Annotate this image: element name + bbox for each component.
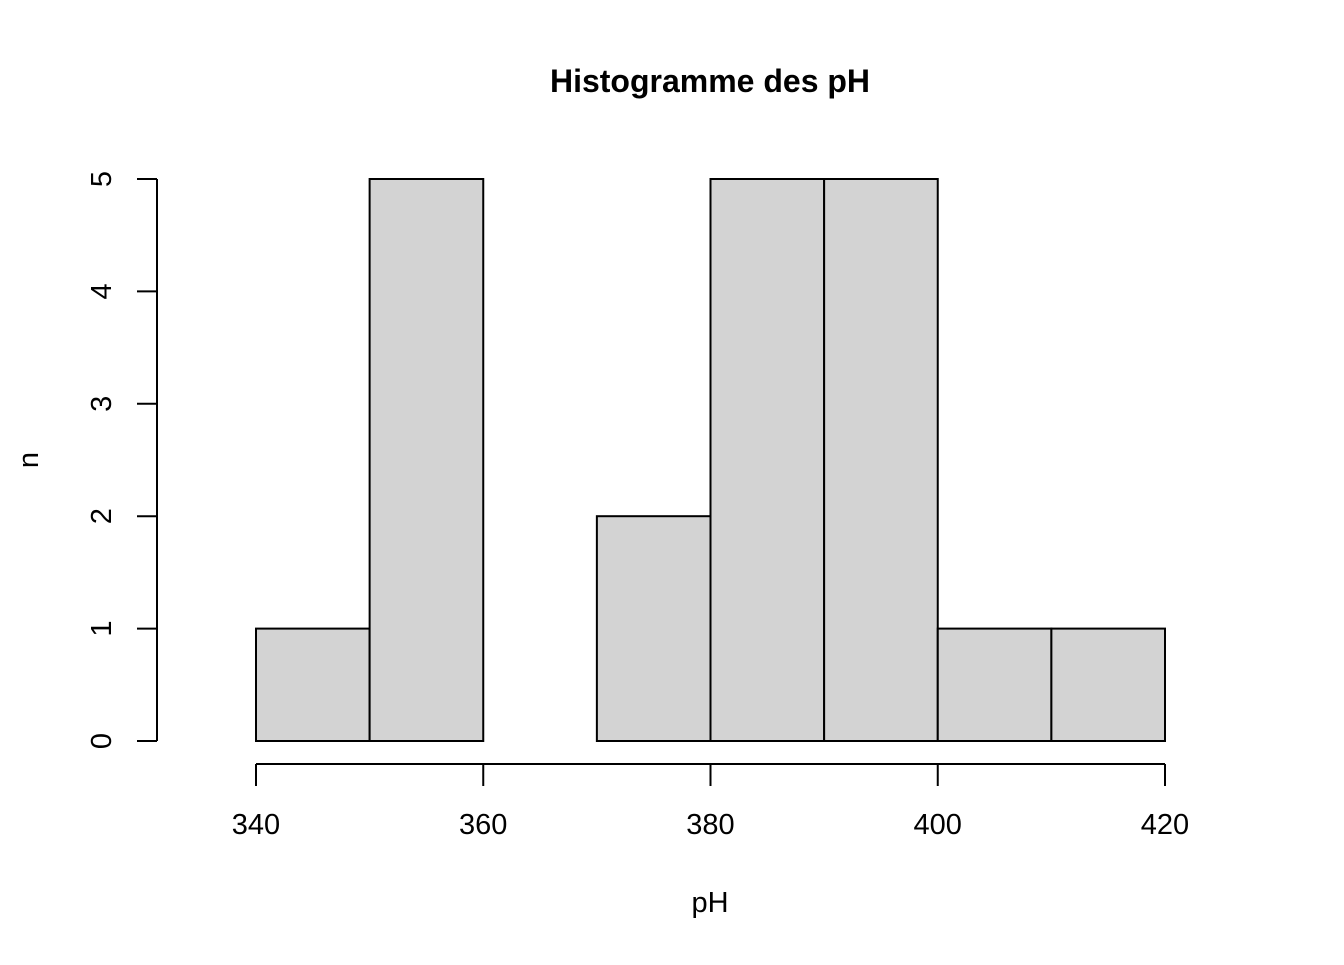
x-tick-label: 420 <box>1141 809 1189 841</box>
x-axis-label: pH <box>691 887 728 919</box>
histogram-bar <box>936 627 1053 742</box>
histogram-bar <box>255 627 371 742</box>
chart-title: Histogramme des pH <box>550 63 870 99</box>
x-tick-label: 360 <box>459 809 507 841</box>
y-tick-label: 5 <box>86 171 118 187</box>
x-tick-label: 400 <box>914 809 962 841</box>
bars-group <box>255 178 1166 743</box>
y-axis-label: n <box>13 452 45 468</box>
histogram-bar <box>368 178 485 742</box>
x-tick-label: 380 <box>686 809 734 841</box>
y-tick-label: 2 <box>86 508 118 524</box>
x-axis: 340 360 380 400 420 <box>232 763 1189 841</box>
histogram-bar <box>823 178 939 742</box>
y-tick-label: 0 <box>86 733 118 749</box>
y-tick-label: 1 <box>86 621 118 637</box>
x-tick-label: 340 <box>232 809 280 841</box>
y-tick-label: 3 <box>86 396 118 412</box>
histogram-bar <box>709 178 826 742</box>
y-tick-label: 4 <box>86 283 118 299</box>
y-axis: 0 1 2 3 4 5 <box>86 171 158 749</box>
histogram-bar <box>1050 627 1166 742</box>
histogram-bar <box>595 515 712 743</box>
